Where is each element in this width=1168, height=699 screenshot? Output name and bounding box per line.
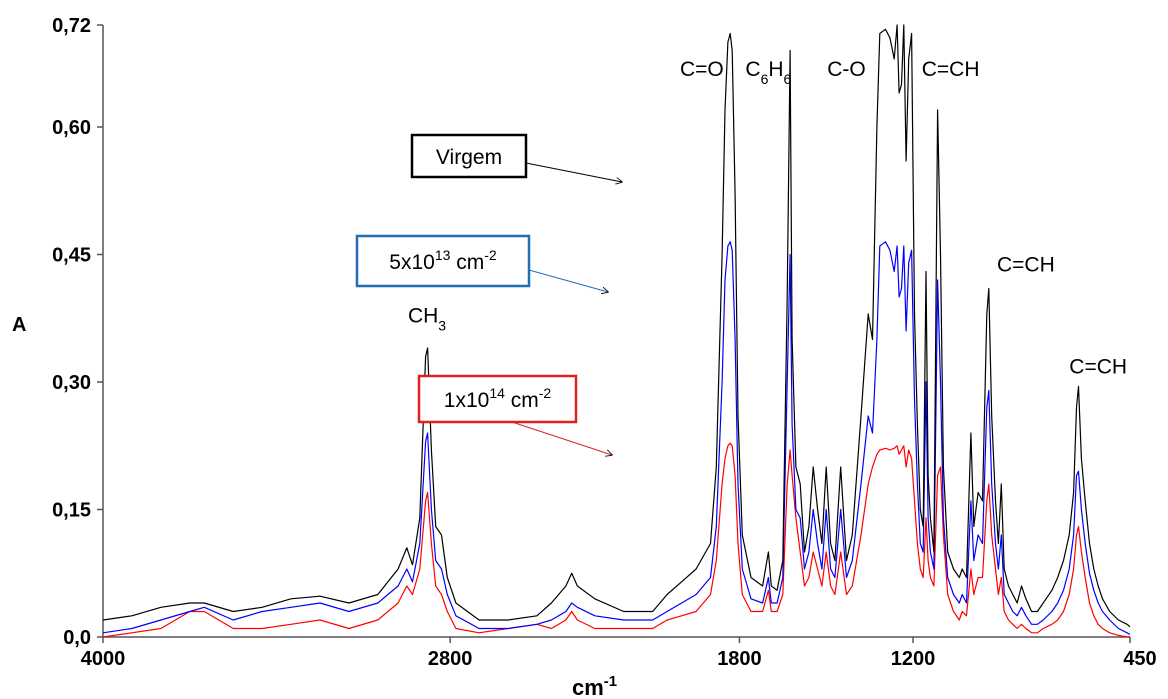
y-tick-label: 0,72 — [52, 15, 91, 37]
legend-arrow — [511, 421, 612, 455]
legend-box-1e14: 1x1014 cm-2 — [417, 374, 612, 455]
legend-sup: 13 — [435, 247, 451, 263]
y-tick-label: 0,45 — [52, 245, 91, 267]
series-layer — [102, 24, 1131, 638]
legend-frame — [410, 133, 528, 179]
series-line-virgem — [102, 24, 1131, 628]
legend-sup: 14 — [489, 385, 505, 401]
annotation-main: C=CH — [997, 254, 1055, 277]
annotation-main: C-O — [827, 58, 866, 81]
legend-text: 5x1013 cm-2 — [389, 247, 497, 274]
y-tick-labels: 0,0 0,15 0,30 0,45 0,60 0,72 — [52, 15, 91, 649]
x-tick-label: 4000 — [81, 648, 126, 670]
x-tick-labels: 4000 2800 1800 1200 450 — [81, 648, 1157, 670]
y-tick-label: 0,15 — [52, 500, 91, 522]
annotation-main: C=CH — [1069, 356, 1127, 379]
annotation-main: C=CH — [922, 58, 980, 81]
legend-arrow — [528, 269, 608, 292]
x-tick-label: 1800 — [717, 648, 762, 670]
y-tick-label: 0,0 — [63, 627, 91, 649]
legend-text: Virgem — [436, 146, 502, 169]
legend-frame — [355, 234, 531, 288]
legend-label: Virgem — [436, 146, 502, 169]
y-tick-label: 0,60 — [52, 117, 91, 139]
legend-box-5e13: 5x1013 cm-2 — [355, 234, 608, 292]
x-tick-label: 450 — [1123, 648, 1156, 670]
annotation-c-triple-ch-2: C=CH — [997, 254, 1055, 277]
annotation-main: CH — [408, 305, 438, 328]
x-tick-label: 2800 — [428, 648, 473, 670]
annotation-c-triple-ch-3: C=CH — [1069, 356, 1127, 379]
y-axis-label: A — [12, 314, 26, 336]
annotation-main2: H — [768, 58, 783, 81]
annotation-sub: 6 — [761, 71, 769, 87]
annotation-c6h6: C6H6 — [745, 58, 791, 87]
legend-text: 1x1014 cm-2 — [444, 385, 552, 412]
annotation-sub: 3 — [438, 318, 446, 334]
x-axis-label-main: cm — [572, 675, 604, 699]
axes — [97, 24, 1131, 643]
y-tick-label: 0,30 — [52, 372, 91, 394]
x-tick-label: 1200 — [891, 648, 936, 670]
legend-tail: cm — [505, 389, 539, 412]
annotation-c-double-o: C=O — [680, 58, 724, 81]
annotation-c-triple-ch-1: C=CH — [922, 58, 980, 81]
annotation-c-o: C-O — [827, 58, 866, 81]
series-line-1e14 — [102, 442, 1130, 638]
annotation-main: C=O — [680, 58, 724, 81]
legend-tail-sup: -2 — [484, 247, 497, 263]
legend-frame — [417, 374, 578, 424]
legend-tail: cm — [450, 251, 484, 274]
annotation-sub2: 6 — [784, 71, 792, 87]
legend-label: 1x10 — [444, 389, 490, 412]
series-line-5e13 — [102, 241, 1131, 636]
x-axis-label-sup: -1 — [604, 673, 617, 690]
x-axis-label: cm-1 — [572, 673, 617, 699]
legend-box-virgem: Virgem — [410, 133, 622, 182]
legend-tail-sup: -2 — [539, 385, 552, 401]
annotation-main: C — [745, 58, 760, 81]
legend-label: 5x10 — [389, 251, 435, 274]
annotation-ch3: CH3 — [408, 305, 446, 334]
legend-arrow — [525, 162, 622, 182]
